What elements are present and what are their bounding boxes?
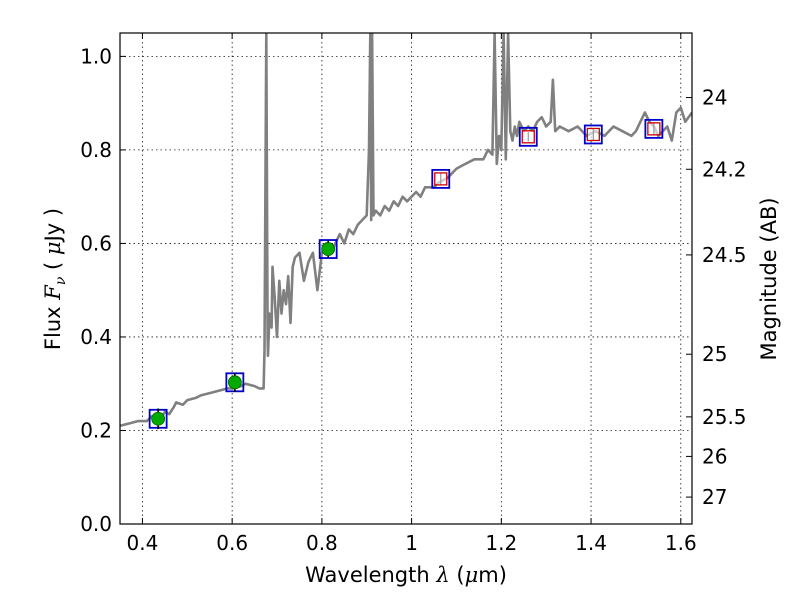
right-y-axis-label: Magnitude (AB) [757,197,781,360]
plot-frame [119,32,693,525]
mag-tick-label: 24.2 [702,157,747,181]
mag-tick-label: 24.5 [702,243,747,267]
model-box-marker [318,239,338,259]
red-data-point [521,130,535,144]
x-tick-label: 1.4 [575,531,607,555]
data-layer [120,33,692,430]
y-tick-label: 0.0 [80,512,112,536]
green-data-point [227,375,242,390]
green-data-point [151,411,166,426]
x-tick-label: 0.8 [306,531,338,555]
model-box-marker [583,124,603,145]
red-data-point [647,122,661,136]
x-axis-label: Wavelength λ (μm) [305,563,507,587]
model-box-marker [431,168,451,189]
mag-tick-label: 24 [702,86,727,110]
grid-lines [120,33,692,525]
y-tick-label: 0.4 [80,325,112,349]
y-tick-label: 1.0 [80,44,112,68]
red-data-point [586,127,600,142]
mag-tick-label: 25.5 [702,405,747,429]
x-tick-label: 0.6 [216,531,248,555]
mag-tick-label: 25 [702,342,727,366]
x-tick-label: 1.6 [665,531,697,555]
spectrum-line [120,33,692,428]
model-box-marker [518,126,538,147]
y-tick-label: 0.6 [80,231,112,255]
y-tick-label: 0.8 [80,138,112,162]
x-tick-label: 0.4 [127,531,159,555]
y-axis-label: Flux Fν ( μJy ) [41,208,69,350]
red-data-point [434,172,448,186]
mag-tick-label: 26 [702,444,727,468]
model-box-marker [644,118,664,139]
mag-tick-label: 27 [702,485,727,509]
ticks: 0.4 0.6 0.8 1 1.2 1.4 1.6 0.0 0.2 0.4 0.6 0.8 1.0 24 2… [80,33,747,555]
x-tick-label: 1.2 [485,531,517,555]
x-tick-label: 1 [405,531,418,555]
green-data-point [321,242,336,256]
y-tick-label: 0.2 [80,418,112,442]
